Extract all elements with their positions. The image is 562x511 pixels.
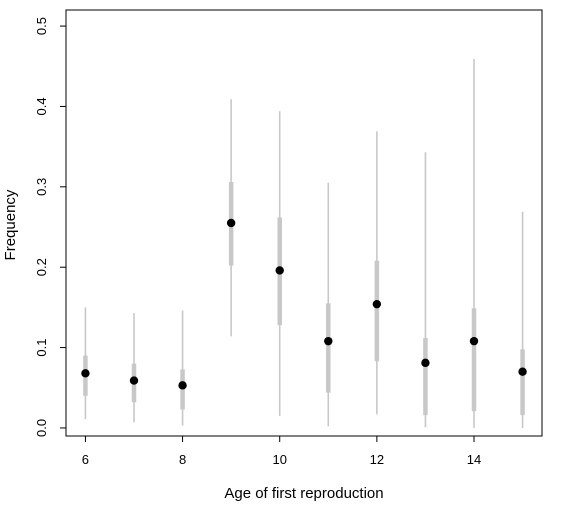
x-axis: 6 8 10 12 14 xyxy=(82,436,481,467)
plot-frame xyxy=(65,9,543,437)
data-point-14 xyxy=(469,336,479,346)
y-tick-label-2: 0.2 xyxy=(34,258,49,276)
data-point-7 xyxy=(129,376,139,385)
data-point-11 xyxy=(324,336,333,346)
y-axis-title: Frequency xyxy=(2,189,19,260)
x-tick-label-14: 14 xyxy=(467,452,481,467)
y-tick-label-1: 0.1 xyxy=(34,339,49,357)
y-tick-label-5: 0.5 xyxy=(34,17,49,35)
y-axis: 0.0 0.1 0.2 0.3 0.4 0.5 xyxy=(34,17,66,437)
y-tick-label-3: 0.3 xyxy=(34,178,49,196)
data-point-8 xyxy=(178,381,187,390)
data-point-12 xyxy=(372,299,382,309)
x-tick-label-10: 10 xyxy=(272,452,286,467)
data-point-6 xyxy=(81,369,90,378)
x-tick-label-8: 8 xyxy=(179,452,186,467)
point-layer xyxy=(81,218,527,390)
x-axis-title: Age of first reproduction xyxy=(224,485,383,502)
interval-layer xyxy=(83,59,525,428)
x-tick-label-12: 12 xyxy=(370,452,384,467)
y-tick-label-0: 0.0 xyxy=(34,419,49,437)
y-tick-label-4: 0.4 xyxy=(34,97,49,115)
data-point-9 xyxy=(226,218,236,228)
data-point-13 xyxy=(421,358,430,368)
data-point-15 xyxy=(518,367,527,376)
data-point-10 xyxy=(275,266,284,275)
x-tick-label-6: 6 xyxy=(82,452,89,467)
